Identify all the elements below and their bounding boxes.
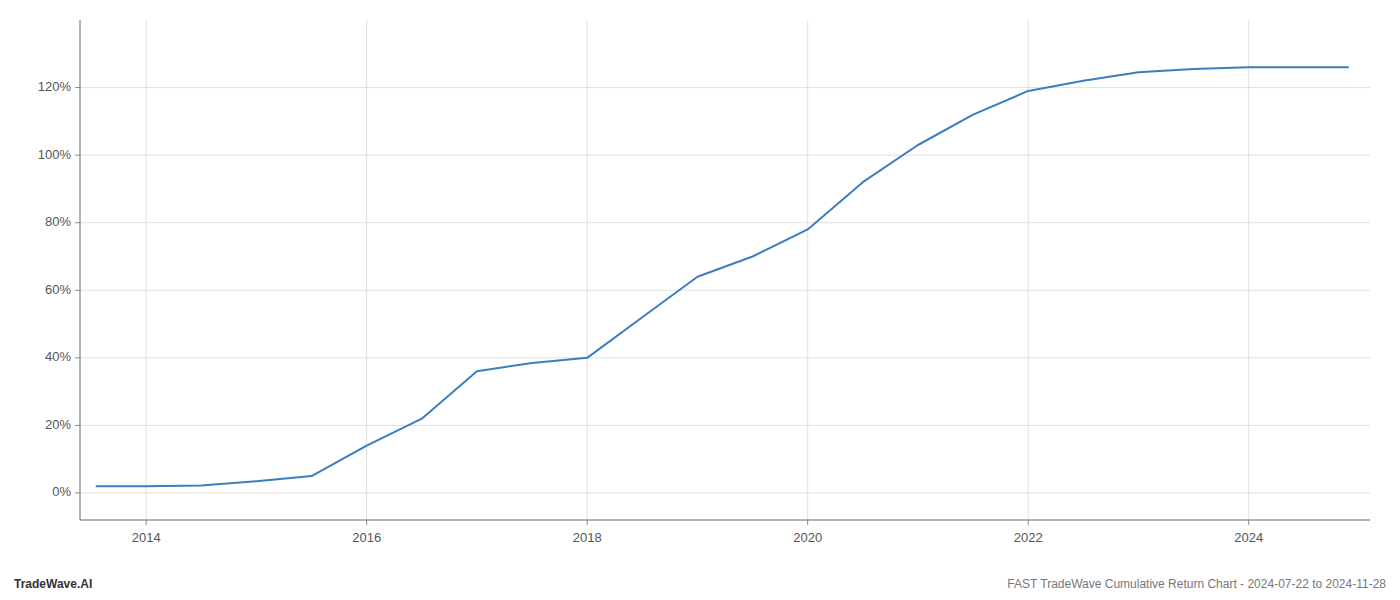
y-tick (75, 425, 80, 426)
y-grid-line (80, 87, 1370, 88)
y-grid-line (80, 290, 1370, 291)
x-tick (366, 520, 367, 525)
x-tick (807, 520, 808, 525)
x-tick-label: 2014 (132, 530, 161, 545)
y-grid-line (80, 357, 1370, 358)
x-tick-label: 2022 (1014, 530, 1043, 545)
y-tick-label: 100% (38, 147, 72, 162)
y-tick (75, 290, 80, 291)
y-tick (75, 87, 80, 88)
x-tick (587, 520, 588, 525)
y-tick-label: 60% (45, 282, 71, 297)
x-grid-line (146, 20, 147, 520)
y-tick-label: 80% (45, 214, 71, 229)
x-tick (1028, 520, 1029, 525)
x-grid-line (1248, 20, 1249, 520)
x-grid-line (1028, 20, 1029, 520)
y-grid-line (80, 222, 1370, 223)
footer-text: TradeWave.AI (14, 577, 92, 591)
y-tick (75, 222, 80, 223)
y-tick (75, 492, 80, 493)
x-tick-label: 2024 (1234, 530, 1263, 545)
x-axis-line (80, 520, 1370, 521)
x-tick-label: 2018 (573, 530, 602, 545)
chart: 0% 20% 40% 60% 80% 100% 120% 2014 2016 2018 2020 20… (0, 0, 1400, 600)
x-tick-label: 2016 (352, 530, 381, 545)
axes: 0% 20% 40% 60% 80% 100% 120% 2014 2016 2018 2020 20… (38, 20, 1370, 545)
y-tick-label: 0% (52, 484, 71, 499)
line (97, 67, 1348, 486)
y-tick (75, 155, 80, 156)
y-axis-line (80, 20, 81, 520)
y-grid-line (80, 492, 1370, 493)
x-tick (1248, 520, 1249, 525)
y-tick-label: 40% (45, 349, 71, 364)
grid (80, 20, 1370, 520)
y-tick-label: 20% (45, 417, 71, 432)
y-tick (75, 357, 80, 358)
x-grid-line (807, 20, 808, 520)
footer-text: FAST TradeWave Cumulative Return Chart -… (1007, 577, 1386, 591)
x-tick (146, 520, 147, 525)
x-grid-line (587, 20, 588, 520)
y-grid-line (80, 425, 1370, 426)
x-tick-label: 2020 (793, 530, 822, 545)
y-tick-label: 120% (38, 79, 72, 94)
y-grid-line (80, 155, 1370, 156)
plot-area (97, 67, 1348, 486)
